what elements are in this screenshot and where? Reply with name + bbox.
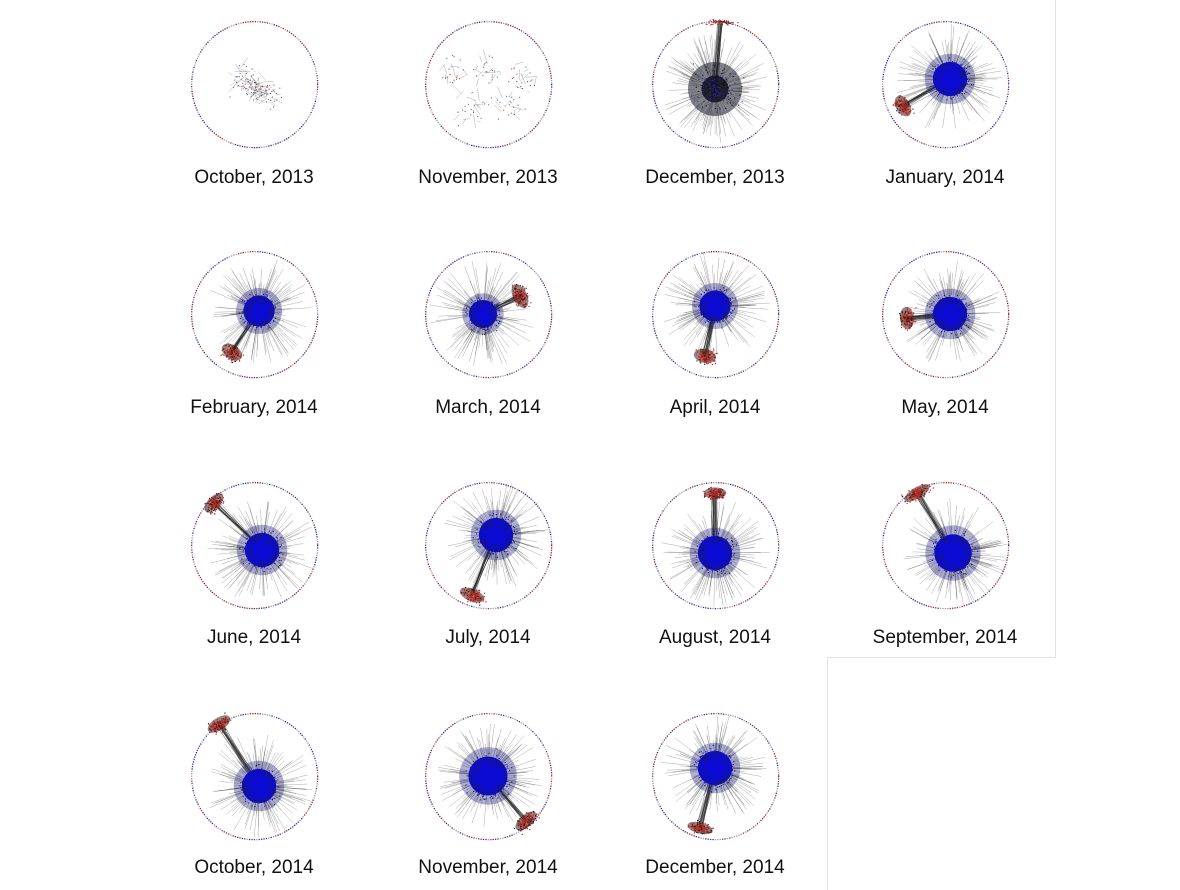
panel-caption: November, 2013 [418,167,558,188]
panel-caption: November, 2014 [418,857,558,878]
secondary-cluster [693,348,718,366]
network-graph [191,482,319,610]
graph-edges [228,56,282,107]
core-cluster [462,293,504,335]
frame-right-border [1055,0,1056,658]
network-graph [425,251,553,379]
panel-caption: October, 2014 [194,857,314,878]
peripheral-node-ring [191,482,319,610]
network-graph [191,712,319,841]
network-graph [191,21,319,149]
secondary-cluster [703,486,727,501]
graph-edges [429,261,534,366]
core-cluster [925,525,981,581]
peripheral-node-ring [425,713,553,841]
network-panel [169,470,339,620]
core-cluster [689,742,741,794]
secondary-cluster [459,586,487,606]
secondary-cluster [207,712,232,735]
peripheral-node-ring [425,482,553,610]
core-cluster [924,288,976,340]
core-cluster [924,53,976,105]
network-panel [403,701,573,851]
panel-caption: February, 2014 [190,397,318,418]
peripheral-node-ring [191,251,319,379]
network-graph [652,251,780,379]
network-panel [630,701,800,851]
core-cluster [689,527,741,579]
network-panel [169,9,339,159]
network-graph [882,482,1010,610]
network-panel [860,239,1030,389]
network-panel [860,470,1030,620]
network-graph [425,713,553,841]
network-graph [652,18,780,149]
graph-edges [439,50,537,129]
secondary-cluster [204,493,225,515]
peripheral-node-ring [652,21,780,149]
secondary-cluster [513,811,540,835]
core-cluster [692,283,738,329]
secondary-cluster [511,284,532,309]
network-panel [860,9,1030,159]
core-cluster [470,509,522,562]
core-cluster [688,62,745,116]
network-panel [403,239,573,389]
secondary-cluster [687,819,714,835]
network-graph [652,482,780,610]
graph-nodes [442,55,535,127]
panel-caption: December, 2013 [645,167,785,188]
network-panel [630,239,800,389]
network-panel [169,701,339,851]
network-graph [191,251,319,379]
frame-inner-left-border [827,657,828,890]
graph-nodes [229,63,282,110]
network-panel [630,9,800,159]
peripheral-node-ring [191,21,319,149]
secondary-cluster [705,19,739,26]
network-graph [425,21,553,149]
core-cluster [459,747,517,805]
panel-caption: January, 2014 [885,167,1005,188]
frame-inner-bottom-border [827,657,1056,658]
network-panel [403,9,573,159]
peripheral-node-ring [425,21,553,149]
network-panel [403,470,573,620]
core-cluster [236,288,282,334]
network-graph [882,251,1010,379]
network-graph [882,21,1010,149]
panel-caption: July, 2014 [445,627,531,648]
secondary-cluster [901,484,934,505]
panel-caption: August, 2014 [659,627,771,648]
core-cluster [233,760,285,812]
peripheral-node-ring [882,482,1010,610]
network-panel [630,470,800,620]
peripheral-node-ring [882,251,1010,379]
peripheral-node-ring [425,251,553,379]
panel-caption: April, 2014 [669,397,761,418]
panel-caption: October, 2013 [194,167,314,188]
network-panel [169,239,339,389]
secondary-cluster [899,306,917,331]
panel-caption: March, 2014 [435,397,541,418]
secondary-cluster [892,95,915,117]
core-cluster [236,524,288,576]
network-graph [652,713,780,841]
peripheral-node-ring [652,713,780,841]
secondary-cluster [220,343,244,364]
panel-caption: September, 2014 [872,627,1018,648]
peripheral-node-ring [652,482,780,610]
network-graph [425,482,553,610]
peripheral-node-ring [652,251,780,379]
panel-caption: May, 2014 [901,397,989,418]
panel-caption: June, 2014 [206,627,302,648]
peripheral-node-ring [191,713,319,841]
panel-caption: December, 2014 [645,857,785,878]
peripheral-node-ring [882,21,1010,149]
